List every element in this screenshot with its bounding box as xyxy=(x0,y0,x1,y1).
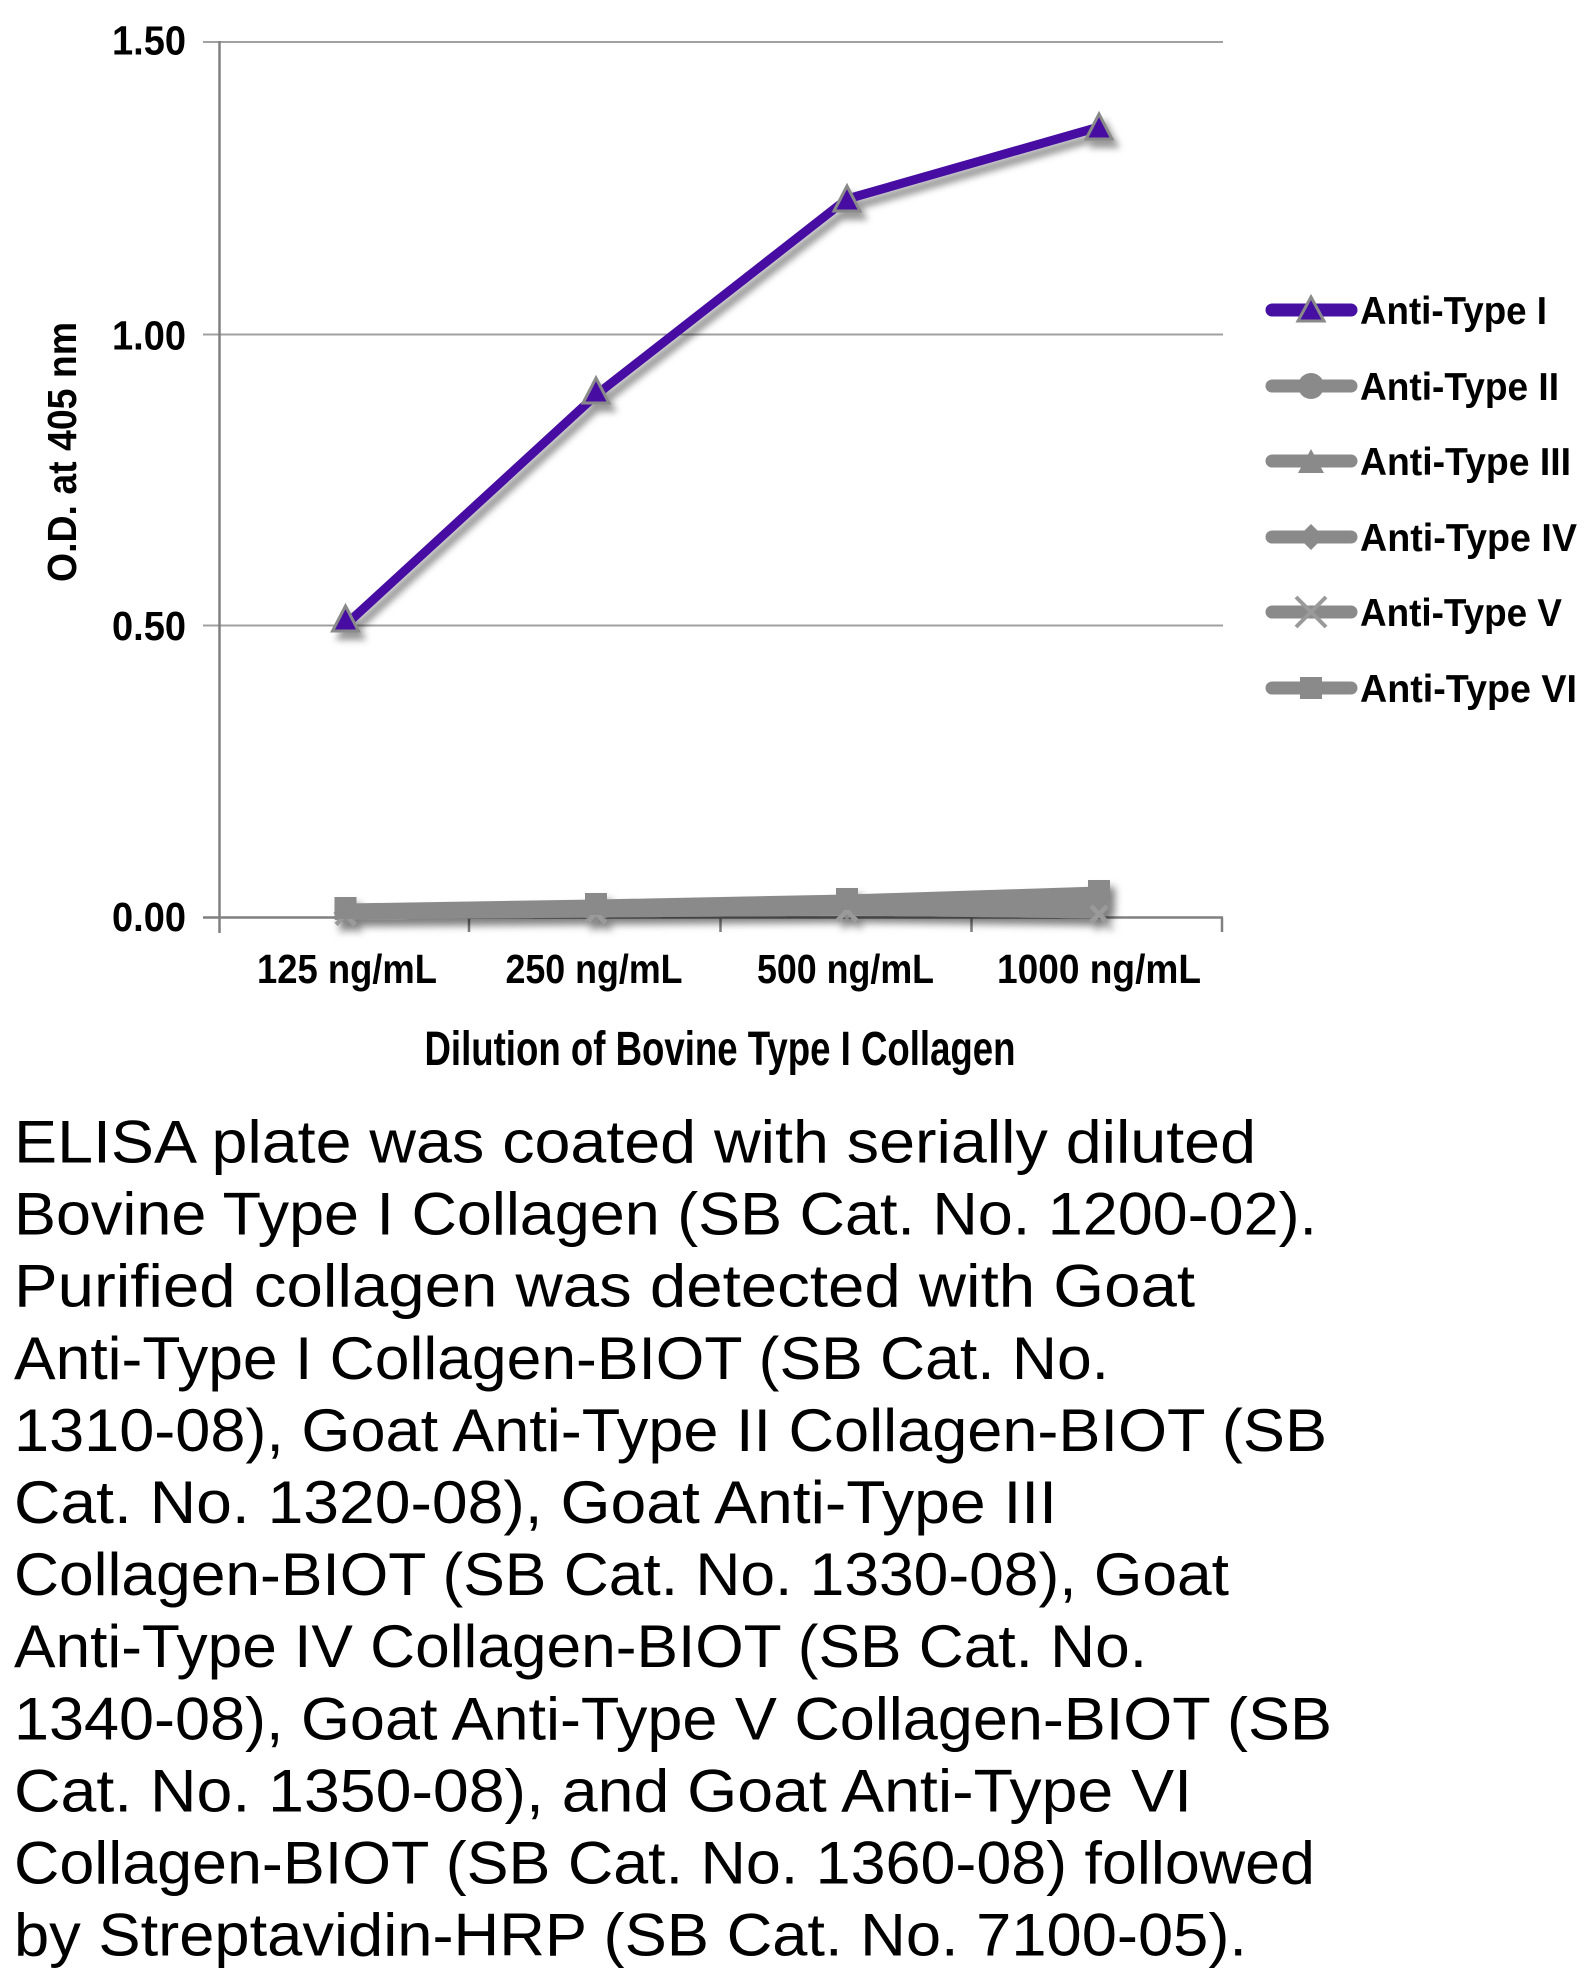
svg-text:Anti-Type V: Anti-Type V xyxy=(1360,592,1562,635)
svg-text:1000 ng/mL: 1000 ng/mL xyxy=(997,946,1201,992)
svg-text:1.50: 1.50 xyxy=(112,18,186,64)
svg-text:0.50: 0.50 xyxy=(112,603,186,649)
svg-text:Anti-Type IV Collagen-BIOT (SB: Anti-Type IV Collagen-BIOT (SB Cat. No. xyxy=(14,1613,1147,1680)
svg-text:Collagen-BIOT (SB Cat. No. 136: Collagen-BIOT (SB Cat. No. 1360-08) foll… xyxy=(14,1830,1315,1897)
svg-text:Anti-Type VI: Anti-Type VI xyxy=(1360,668,1577,711)
svg-text:Anti-Type IV: Anti-Type IV xyxy=(1360,517,1577,560)
svg-text:Anti-Type II: Anti-Type II xyxy=(1360,366,1559,409)
svg-text:Cat. No. 1350-08), and Goat An: Cat. No. 1350-08), and Goat Anti-Type VI xyxy=(14,1757,1192,1824)
svg-text:Collagen-BIOT (SB Cat. No. 133: Collagen-BIOT (SB Cat. No. 1330-08), Goa… xyxy=(14,1541,1229,1608)
svg-text:250 ng/mL: 250 ng/mL xyxy=(506,946,683,992)
svg-text:by Streptavidin-HRP (SB Cat. N: by Streptavidin-HRP (SB Cat. No. 7100-05… xyxy=(14,1902,1247,1969)
svg-text:Bovine Type I Collagen (SB Cat: Bovine Type I Collagen (SB Cat. No. 1200… xyxy=(14,1181,1317,1248)
svg-text:0.00: 0.00 xyxy=(112,894,186,940)
svg-text:Dilution of Bovine Type I Coll: Dilution of Bovine Type I Collagen xyxy=(425,1023,1016,1076)
svg-text:Anti-Type III: Anti-Type III xyxy=(1360,441,1571,484)
svg-text:Purified collagen was detected: Purified collagen was detected with Goat xyxy=(14,1253,1195,1320)
svg-text:1340-08), Goat Anti-Type V Col: 1340-08), Goat Anti-Type V Collagen-BIOT… xyxy=(14,1685,1332,1752)
svg-text:1.00: 1.00 xyxy=(112,313,186,359)
svg-text:Anti-Type I Collagen-BIOT (SB: Anti-Type I Collagen-BIOT (SB Cat. No. xyxy=(14,1325,1109,1392)
svg-text:125 ng/mL: 125 ng/mL xyxy=(257,946,437,992)
svg-text:1310-08), Goat Anti-Type II Co: 1310-08), Goat Anti-Type II Collagen-BIO… xyxy=(14,1397,1327,1464)
svg-text:O.D. at 405 nm: O.D. at 405 nm xyxy=(39,322,85,582)
svg-text:Cat. No. 1320-08), Goat Anti-T: Cat. No. 1320-08), Goat Anti-Type III xyxy=(14,1469,1057,1536)
svg-text:500 ng/mL: 500 ng/mL xyxy=(757,946,934,992)
svg-text:ELISA plate was coated with se: ELISA plate was coated with serially dil… xyxy=(14,1109,1256,1176)
svg-text:Anti-Type I: Anti-Type I xyxy=(1360,290,1547,333)
